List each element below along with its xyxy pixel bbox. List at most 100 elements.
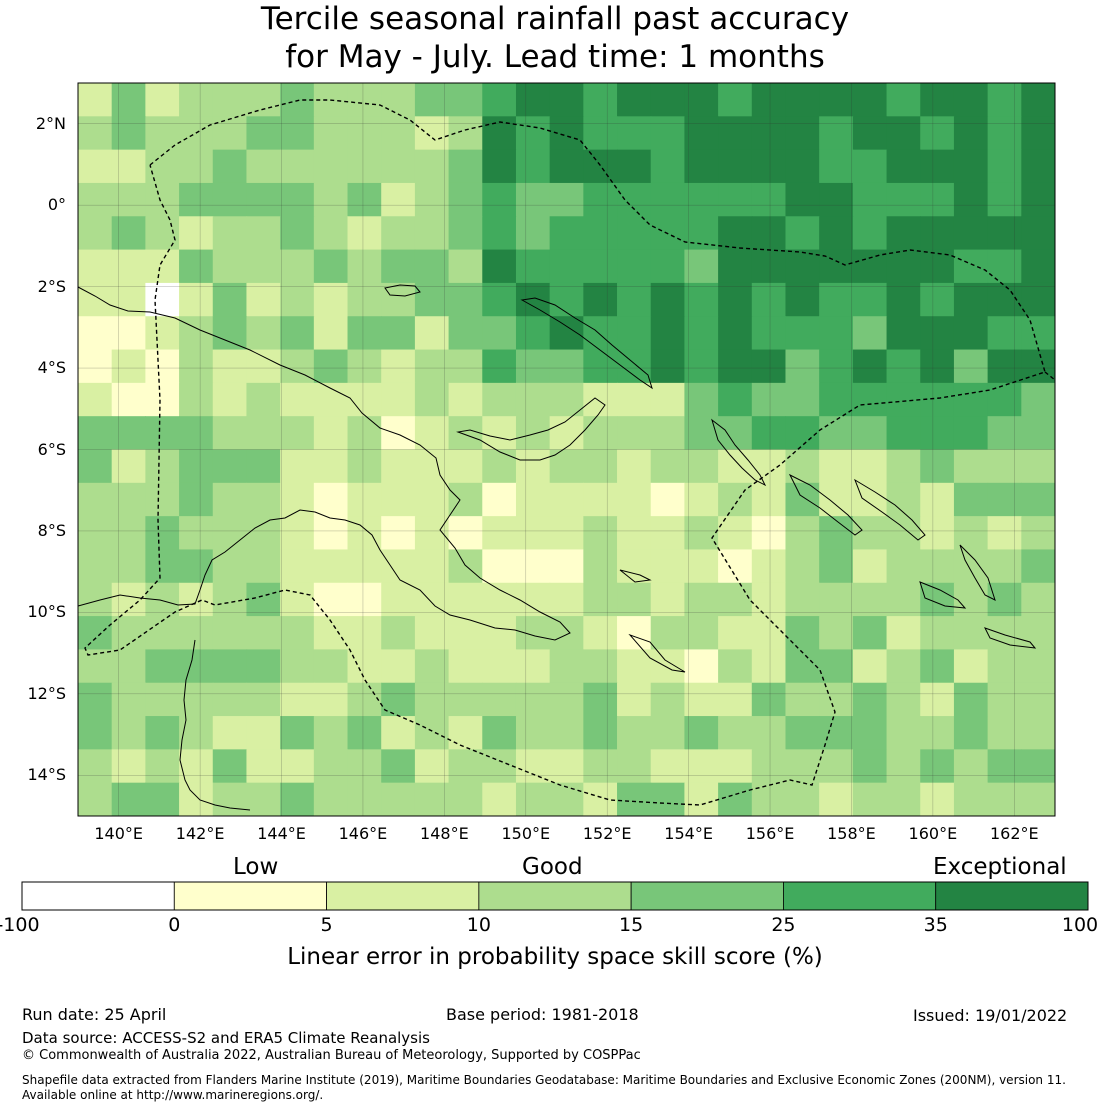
eez-boundaries [84,99,1055,806]
grid-cell [953,582,989,617]
grid-cell [583,782,618,816]
grid-cell [448,782,483,816]
grid-cell [920,616,955,651]
grid-cell [549,382,584,417]
grid-cell [280,249,315,284]
grid-cell [751,516,787,551]
grid-cell [414,749,450,784]
grid-cell [313,716,349,750]
grid-cell [78,716,113,750]
grid-cell [145,516,180,551]
grid-cell [953,516,989,551]
grid-cell [414,182,450,217]
grid-cell [482,716,517,750]
grid-cell [886,449,921,484]
grid-cell [583,182,618,217]
grid-cell [785,649,820,684]
grid-cell [785,249,820,284]
grid-cell [1021,449,1055,484]
grid-cell [785,782,820,816]
grid-cell [347,83,382,117]
grid-cell [953,416,989,451]
grid-cell [920,349,955,384]
grid-cell [583,616,618,651]
grid-cell [751,549,787,584]
grid-cell [852,216,888,251]
grid-cell [482,216,517,251]
grid-cell [650,616,686,651]
grid-cell [246,682,281,717]
grid-cell [852,782,888,816]
grid-cell [920,682,955,717]
grid-cell [987,516,1022,551]
grid-cell [448,149,483,184]
grid-cell [718,282,753,317]
grid-cell [1021,749,1055,784]
grid-cell [145,416,180,451]
grid-cell [549,249,584,284]
grid-cell [145,83,180,117]
grid-cell [852,282,888,317]
grid-cell [650,282,686,317]
skill-grid-cells [78,83,1055,816]
grid-cell [819,482,854,517]
chart-title: Tercile seasonal rainfall past accuracy … [0,0,1110,76]
grid-cell [549,516,584,551]
grid-cell [347,549,382,584]
grid-cell [212,516,248,551]
grid-cell [751,282,787,317]
grid-cell [886,182,921,217]
grid-cell [515,182,551,217]
grid-cell [246,716,281,750]
grid-cell [886,582,921,617]
manus-coastline [384,284,421,297]
grid-cell [414,516,450,551]
colorbar [21,881,1089,911]
cape-york-coastline [179,639,251,811]
grid-cell [482,349,517,384]
new-britain-coastline [456,397,606,461]
grid-cell [987,149,1022,184]
grid-cell [347,316,382,351]
grid-cell [381,716,416,750]
grid-cell [920,83,955,117]
colorbar-segment [783,881,937,911]
grid-cell [313,316,349,351]
grid-cell [111,116,146,151]
grid-cell [549,149,584,184]
grid-cell [684,516,719,551]
grid-cell [482,516,517,551]
grid-cell [886,616,921,651]
grid-cell [583,649,618,684]
grid-cell [381,749,416,784]
grid-cell [785,216,820,251]
grid-cell [78,649,113,684]
grid-cell [886,749,921,784]
latitude-label: 2°S [37,276,66,296]
grid-cell [549,716,584,750]
latitude-label: 2°N [35,113,66,133]
grid-cell [1021,516,1055,551]
grid-cell [212,149,248,184]
grid-cell [617,682,652,717]
copyright: © Commonwealth of Australia 2022, Austra… [22,1048,641,1063]
grid-cell [482,282,517,317]
grid-cell [886,282,921,317]
grid-cell [111,316,146,351]
grid-cell [179,482,214,517]
grid-cell [1021,182,1055,217]
grid-cell [414,116,450,151]
grid-cell [448,482,483,517]
grid-cell [482,249,517,284]
grid-cell [852,449,888,484]
grid-cell [414,649,450,684]
grid-cell [111,382,146,417]
colorbar-tick-label: 25 [771,914,796,936]
grid-cell [785,582,820,617]
grid-cell [78,482,113,517]
grid-cell [583,716,618,750]
grid-cell [549,182,584,217]
grid-cell [718,149,753,184]
grid-cell [583,216,618,251]
grid-cell [987,316,1022,351]
